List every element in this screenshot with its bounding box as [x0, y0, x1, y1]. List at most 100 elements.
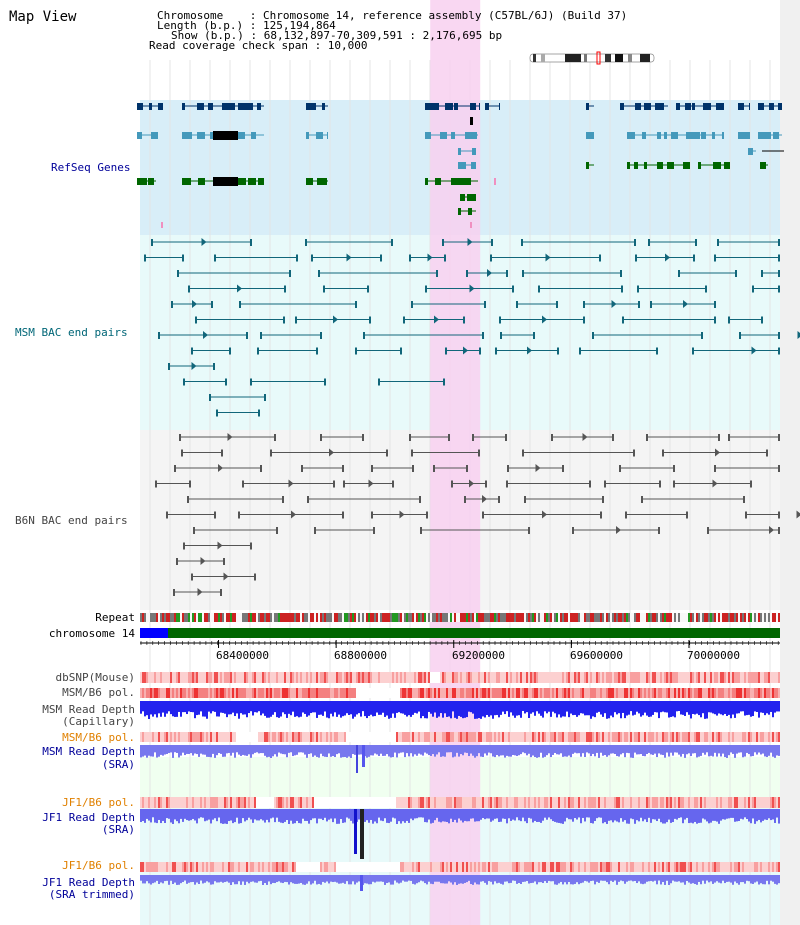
read-depth-bar: [518, 701, 520, 716]
read-depth-bar: [282, 701, 284, 713]
polymorphism-cell: [492, 688, 494, 698]
read-depth-bar: [520, 875, 522, 885]
polymorphism-cell: [366, 862, 368, 872]
polymorphism-cell: [144, 688, 146, 698]
polymorphism-cell: [346, 862, 348, 872]
read-depth-bar: [644, 809, 646, 820]
read-depth-bar: [342, 875, 344, 883]
polymorphism-cell: [734, 732, 736, 742]
polymorphism-cell: [240, 688, 242, 698]
track-label-msm-bac[interactable]: MSM BAC end pairs: [15, 326, 128, 339]
read-depth-bar: [166, 745, 168, 754]
repeat-segment: [552, 613, 554, 622]
track-label-jf1-depth-sra[interactable]: JF1 Read Depth: [42, 811, 135, 824]
gene-exon: [182, 103, 185, 110]
polymorphism-cell: [544, 797, 546, 808]
read-depth-bar: [724, 745, 726, 758]
read-depth-bar: [296, 875, 298, 884]
read-depth-bar: [312, 745, 314, 757]
read-depth-bar: [380, 701, 382, 715]
read-depth-bar: [554, 701, 556, 714]
polymorphism-cell: [448, 862, 450, 872]
track-label-jf1-depth-trim[interactable]: JF1 Read Depth: [42, 876, 135, 889]
read-depth-bar: [676, 809, 678, 820]
polymorphism-cell: [588, 732, 590, 742]
polymorphism-cell: [228, 797, 230, 808]
polymorphism-cell: [644, 862, 646, 872]
bac-end: [619, 465, 621, 472]
track-label-b6n-bac[interactable]: B6N BAC end pairs: [15, 514, 128, 527]
polymorphism-cell: [514, 688, 516, 698]
track-label-jf1-b6-pol-2[interactable]: JF1/B6 pol.: [62, 859, 135, 872]
polymorphism-cell: [454, 862, 456, 872]
track-label-msm-depth-sra[interactable]: MSM Read Depth: [42, 745, 135, 758]
polymorphism-cell: [268, 862, 270, 872]
polymorphism-cell: [272, 732, 274, 742]
read-depth-bar: [426, 745, 428, 754]
read-depth-bar: [386, 809, 388, 823]
read-depth-bar: [758, 809, 760, 820]
bac-end: [254, 573, 256, 581]
track-label-msm-b6-pol-2[interactable]: MSM/B6 pol.: [62, 731, 135, 744]
gene-exon: [467, 194, 476, 201]
polymorphism-cell: [532, 672, 534, 683]
read-depth-bar: [382, 701, 384, 713]
polymorphism-cell: [316, 672, 318, 683]
polymorphism-cell: [530, 732, 532, 742]
polymorphism-cell: [236, 862, 238, 872]
header-coverage: Read coverage check span : 10,000: [149, 39, 368, 52]
read-depth-bar: [746, 701, 748, 716]
read-depth-bar: [430, 875, 432, 884]
track-label-dbsnp[interactable]: dbSNP(Mouse): [55, 671, 135, 684]
read-depth-bar: [478, 701, 480, 719]
polymorphism-cell: [440, 688, 442, 698]
polymorphism-cell: [534, 797, 536, 808]
read-depth-bar: [220, 701, 222, 713]
read-depth-bar: [242, 745, 244, 755]
read-depth-bar: [674, 701, 676, 718]
polymorphism-cell: [282, 688, 284, 698]
repeat-segment: [338, 613, 340, 622]
read-depth-bar: [174, 809, 176, 820]
polymorphism-cell: [584, 688, 586, 698]
polymorphism-cell: [650, 862, 652, 872]
polymorphism-cell: [724, 862, 726, 872]
read-depth-bar: [716, 809, 718, 822]
read-depth-bar: [308, 809, 310, 824]
read-depth-bar: [516, 875, 518, 884]
bac-end: [572, 527, 574, 534]
gene-exon: [692, 103, 695, 110]
polymorphism-cell: [390, 672, 392, 683]
polymorphism-cell: [284, 862, 286, 872]
polymorphism-cell: [318, 672, 320, 683]
gene-exon: [149, 103, 152, 110]
polymorphism-cell: [554, 797, 556, 808]
read-depth-bar: [482, 875, 484, 882]
read-depth-bar: [648, 809, 650, 818]
track-label-jf1-b6-pol-1[interactable]: JF1/B6 pol.: [62, 796, 135, 809]
read-depth-bar: [212, 701, 214, 712]
read-depth-bar: [344, 809, 346, 823]
read-depth-bar: [366, 875, 368, 884]
repeat-segment: [646, 613, 648, 622]
read-depth-bar: [406, 701, 408, 717]
read-depth-bar: [268, 701, 270, 718]
read-depth-bar: [590, 701, 592, 719]
read-depth-bar: [666, 701, 668, 713]
polymorphism-cell: [428, 797, 430, 808]
read-depth-bar: [228, 745, 230, 753]
polymorphism-cell: [760, 672, 762, 683]
polymorphism-cell: [490, 862, 492, 872]
repeat-segment: [508, 613, 510, 622]
polymorphism-cell: [666, 688, 668, 698]
track-label-msm-b6-pol-1[interactable]: MSM/B6 pol.: [62, 686, 135, 699]
track-label-refseq[interactable]: RefSeq Genes: [51, 161, 131, 174]
polymorphism-cell: [626, 797, 628, 808]
track-label-msm-depth-cap[interactable]: MSM Read Depth: [42, 703, 135, 716]
read-depth-bar: [674, 875, 676, 882]
read-depth-bar: [248, 809, 250, 818]
repeat-segment: [476, 613, 478, 622]
polymorphism-cell: [626, 688, 628, 698]
polymorphism-cell: [450, 797, 452, 808]
polymorphism-cell: [404, 672, 406, 683]
